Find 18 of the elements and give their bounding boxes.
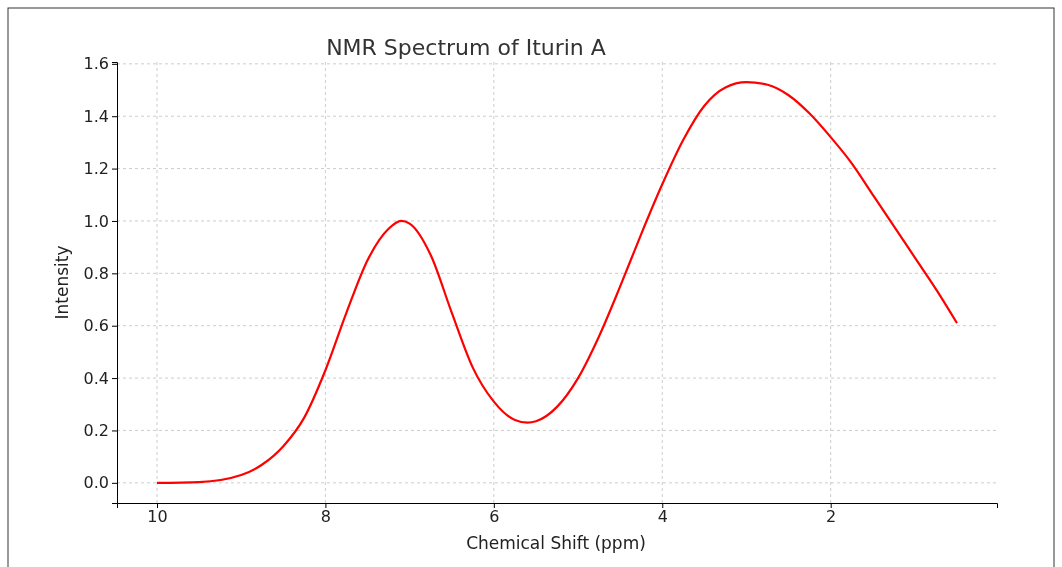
x-tick-label: 10: [147, 507, 168, 527]
x-tick-label: 4: [657, 507, 668, 527]
line-series: [155, 81, 959, 484]
y-tick-label: 1.4: [83, 106, 109, 126]
x-tick-label: 2: [826, 507, 837, 527]
x-tick-label: 8: [320, 507, 332, 527]
y-tick-label: 0.6: [83, 316, 109, 336]
y-tick-label: 1.0: [83, 211, 109, 231]
y-tick-label: 1.2: [83, 159, 109, 179]
y-tick-label: 0.8: [83, 263, 109, 283]
x-axis-title: Chemical Shift (ppm): [466, 533, 646, 553]
y-tick-label: 0.4: [83, 368, 109, 388]
chart-title: NMR Spectrum of Iturin A: [326, 35, 606, 60]
y-tick-label: 0.0: [83, 473, 109, 493]
y-axis-title: Intensity: [52, 245, 72, 320]
y-tick-label: 1.6: [83, 54, 109, 74]
y-tick-label: 0.2: [83, 421, 109, 441]
x-tick-label: 6: [489, 507, 500, 527]
